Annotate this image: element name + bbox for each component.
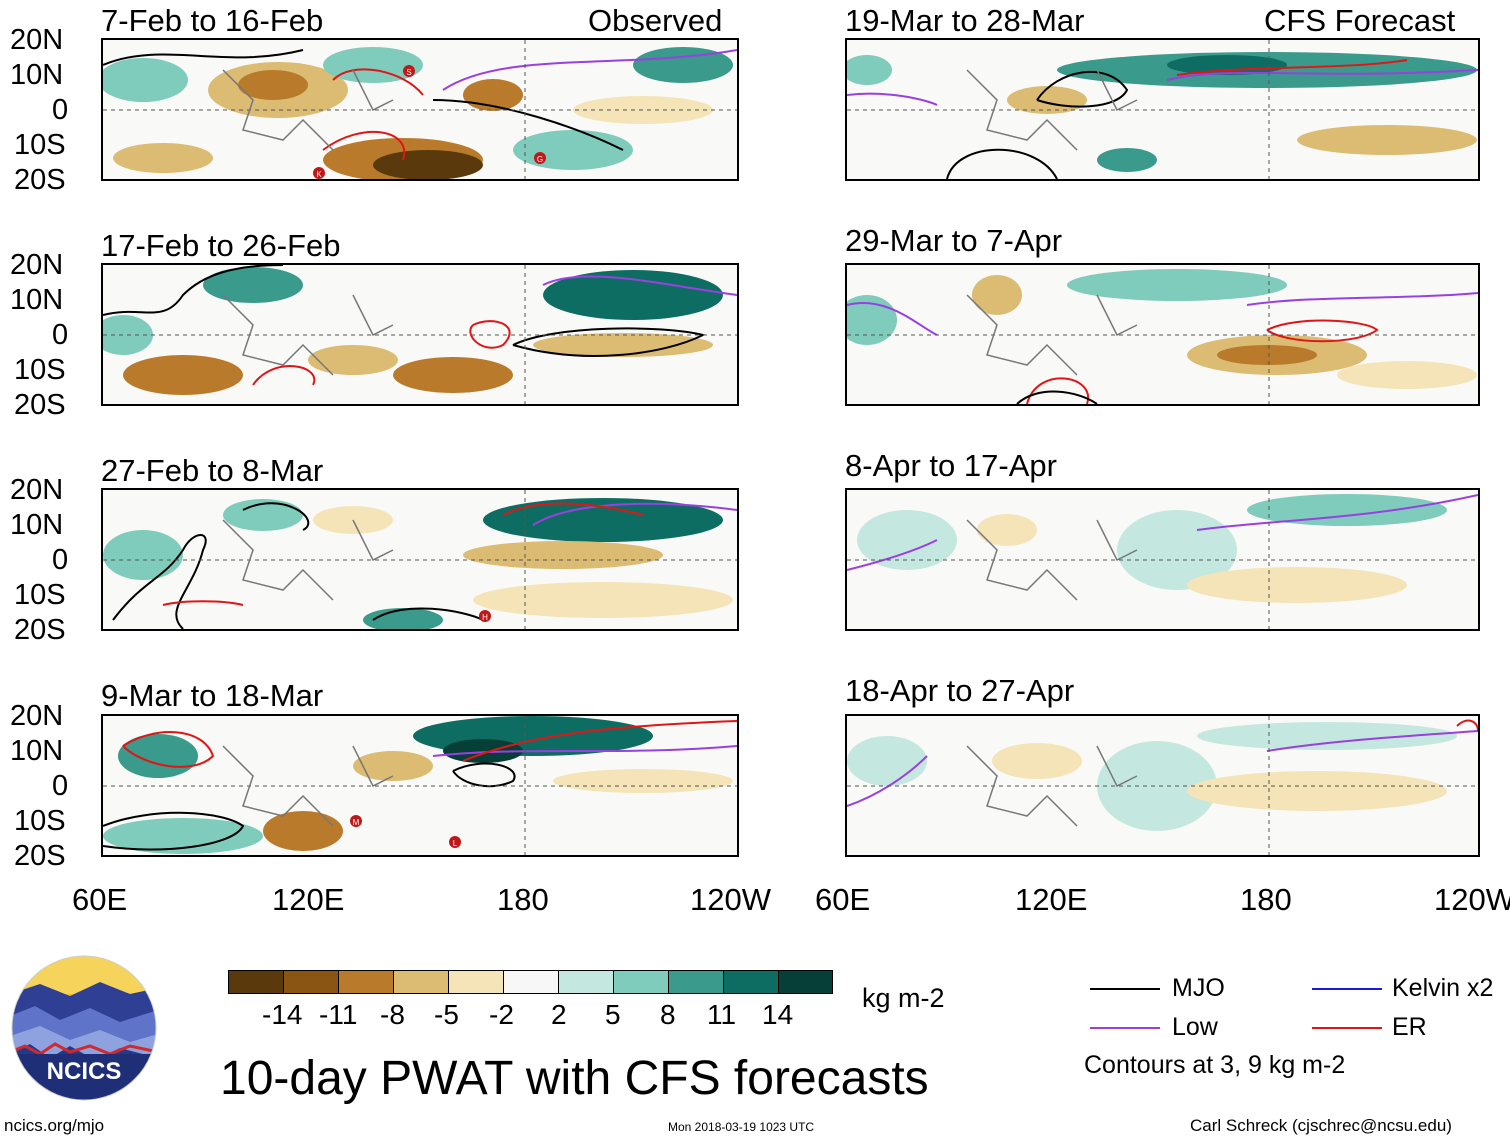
storm-marker: G <box>534 152 546 164</box>
lat-tick: 10N <box>10 59 64 91</box>
storm-marker: L <box>449 836 461 848</box>
lat-tick: 10N <box>10 284 64 316</box>
panel-title-obs-2: 17-Feb to 26-Feb <box>101 228 341 263</box>
lat-tick: 0 <box>52 319 69 351</box>
colorbar-swatch <box>448 970 504 994</box>
svg-text:S: S <box>406 68 411 77</box>
legend-line-er <box>1312 1027 1382 1029</box>
lat-tick: 10S <box>14 579 66 611</box>
colorbar-label: -14 <box>262 999 303 1030</box>
lat-tick: 20N <box>10 474 64 506</box>
colorbar-label: 5 <box>605 999 621 1030</box>
svg-text:M: M <box>353 818 360 827</box>
colorbar-swatch <box>338 970 394 994</box>
colorbar-swatch <box>283 970 339 994</box>
map-panel-observed-1: S K G <box>101 38 739 181</box>
lat-tick: 20N <box>10 24 64 56</box>
lat-tick: 20N <box>10 249 64 281</box>
map-panel-forecast-3 <box>845 488 1480 631</box>
colorbar-label: 2 <box>551 999 567 1030</box>
lat-tick: 20S <box>14 389 66 421</box>
storm-marker: S <box>403 65 415 77</box>
panel-title-obs-4: 9-Mar to 18-Mar <box>101 678 324 713</box>
colorbar-swatch <box>558 970 614 994</box>
colorbar-swatch <box>503 970 559 994</box>
svg-text:H: H <box>482 613 488 622</box>
observed-label: Observed <box>588 3 723 38</box>
forecast-label: CFS Forecast <box>1264 3 1456 38</box>
colorbar-label: -8 <box>380 999 405 1030</box>
colorbar-label: -2 <box>489 999 514 1030</box>
lon-tick: 60E <box>815 882 871 917</box>
site-link[interactable]: ncics.org/mjo <box>4 1116 105 1135</box>
legend-line-kelvin <box>1312 988 1382 990</box>
figure-title: 10-day PWAT with CFS forecasts <box>220 1052 929 1105</box>
lat-tick: 10N <box>10 735 64 767</box>
lon-tick: 120W <box>690 882 771 917</box>
lat-tick: 10S <box>14 129 66 161</box>
map-panel-observed-3: H <box>101 488 739 631</box>
storm-marker: M <box>350 815 362 827</box>
colorbar-label: 11 <box>707 999 737 1030</box>
contours-note: Contours at 3, 9 kg m-2 <box>1084 1051 1346 1079</box>
lat-tick: 10S <box>14 805 66 837</box>
storm-marker: K <box>313 167 325 179</box>
panel-title-fcst-3: 8-Apr to 17-Apr <box>845 448 1057 483</box>
panel-title-obs-3: 27-Feb to 8-Mar <box>101 453 324 488</box>
panel-title-obs-1: 7-Feb to 16-Feb <box>101 3 324 38</box>
storm-marker: H <box>479 610 491 622</box>
lat-tick: 0 <box>52 770 69 802</box>
ncics-logo: NCICS <box>10 954 158 1102</box>
legend-label-kelvin: Kelvin x2 <box>1392 974 1494 1002</box>
lon-tick: 120E <box>1015 882 1088 917</box>
author-credit: Carl Schreck (cjschrec@ncsu.edu) <box>1190 1116 1452 1135</box>
colorbar-swatch <box>228 970 284 994</box>
lon-tick: 120E <box>272 882 345 917</box>
lat-tick: 10S <box>14 354 66 386</box>
svg-text:G: G <box>537 155 543 164</box>
panel-title-fcst-1: 19-Mar to 28-Mar <box>845 3 1085 38</box>
legend-label-mjo: MJO <box>1172 974 1225 1002</box>
colorbar-label: 8 <box>660 999 676 1030</box>
lon-tick: 60E <box>72 882 128 917</box>
legend-line-low <box>1090 1027 1160 1029</box>
svg-text:NCICS: NCICS <box>47 1058 122 1085</box>
panel-title-fcst-4: 18-Apr to 27-Apr <box>845 673 1075 708</box>
colorbar-label: -5 <box>434 999 459 1030</box>
map-panel-forecast-2 <box>845 263 1480 406</box>
lon-tick: 180 <box>497 882 549 917</box>
colorbar-swatch <box>613 970 669 994</box>
lat-tick: 20S <box>14 164 66 196</box>
lat-tick: 0 <box>52 94 69 126</box>
lat-tick: 10N <box>10 509 64 541</box>
lat-tick: 0 <box>52 544 69 576</box>
lon-tick: 120W <box>1434 882 1510 917</box>
svg-text:K: K <box>316 170 322 179</box>
map-panel-observed-4: M L <box>101 714 739 857</box>
colorbar-label: 14 <box>762 999 794 1030</box>
legend-label-low: Low <box>1172 1013 1218 1041</box>
colorbar-swatch <box>778 970 833 994</box>
legend-label-er: ER <box>1392 1013 1427 1041</box>
colorbar-label: -11 <box>319 999 358 1030</box>
colorbar-swatch <box>668 970 724 994</box>
colorbar-swatch <box>723 970 779 994</box>
timestamp: Mon 2018-03-19 1023 UTC <box>668 1120 815 1134</box>
panel-title-fcst-2: 29-Mar to 7-Apr <box>845 223 1063 258</box>
lat-tick: 20S <box>14 614 66 646</box>
legend-line-mjo <box>1090 988 1160 990</box>
map-panel-forecast-4 <box>845 714 1480 857</box>
colorbar-units: kg m-2 <box>862 983 945 1013</box>
lat-tick: 20N <box>10 700 64 732</box>
colorbar-swatch <box>393 970 449 994</box>
lon-tick: 180 <box>1240 882 1292 917</box>
map-panel-forecast-1 <box>845 38 1480 181</box>
svg-text:L: L <box>453 839 458 848</box>
lat-tick: 20S <box>14 840 66 872</box>
map-panel-observed-2 <box>101 263 739 406</box>
